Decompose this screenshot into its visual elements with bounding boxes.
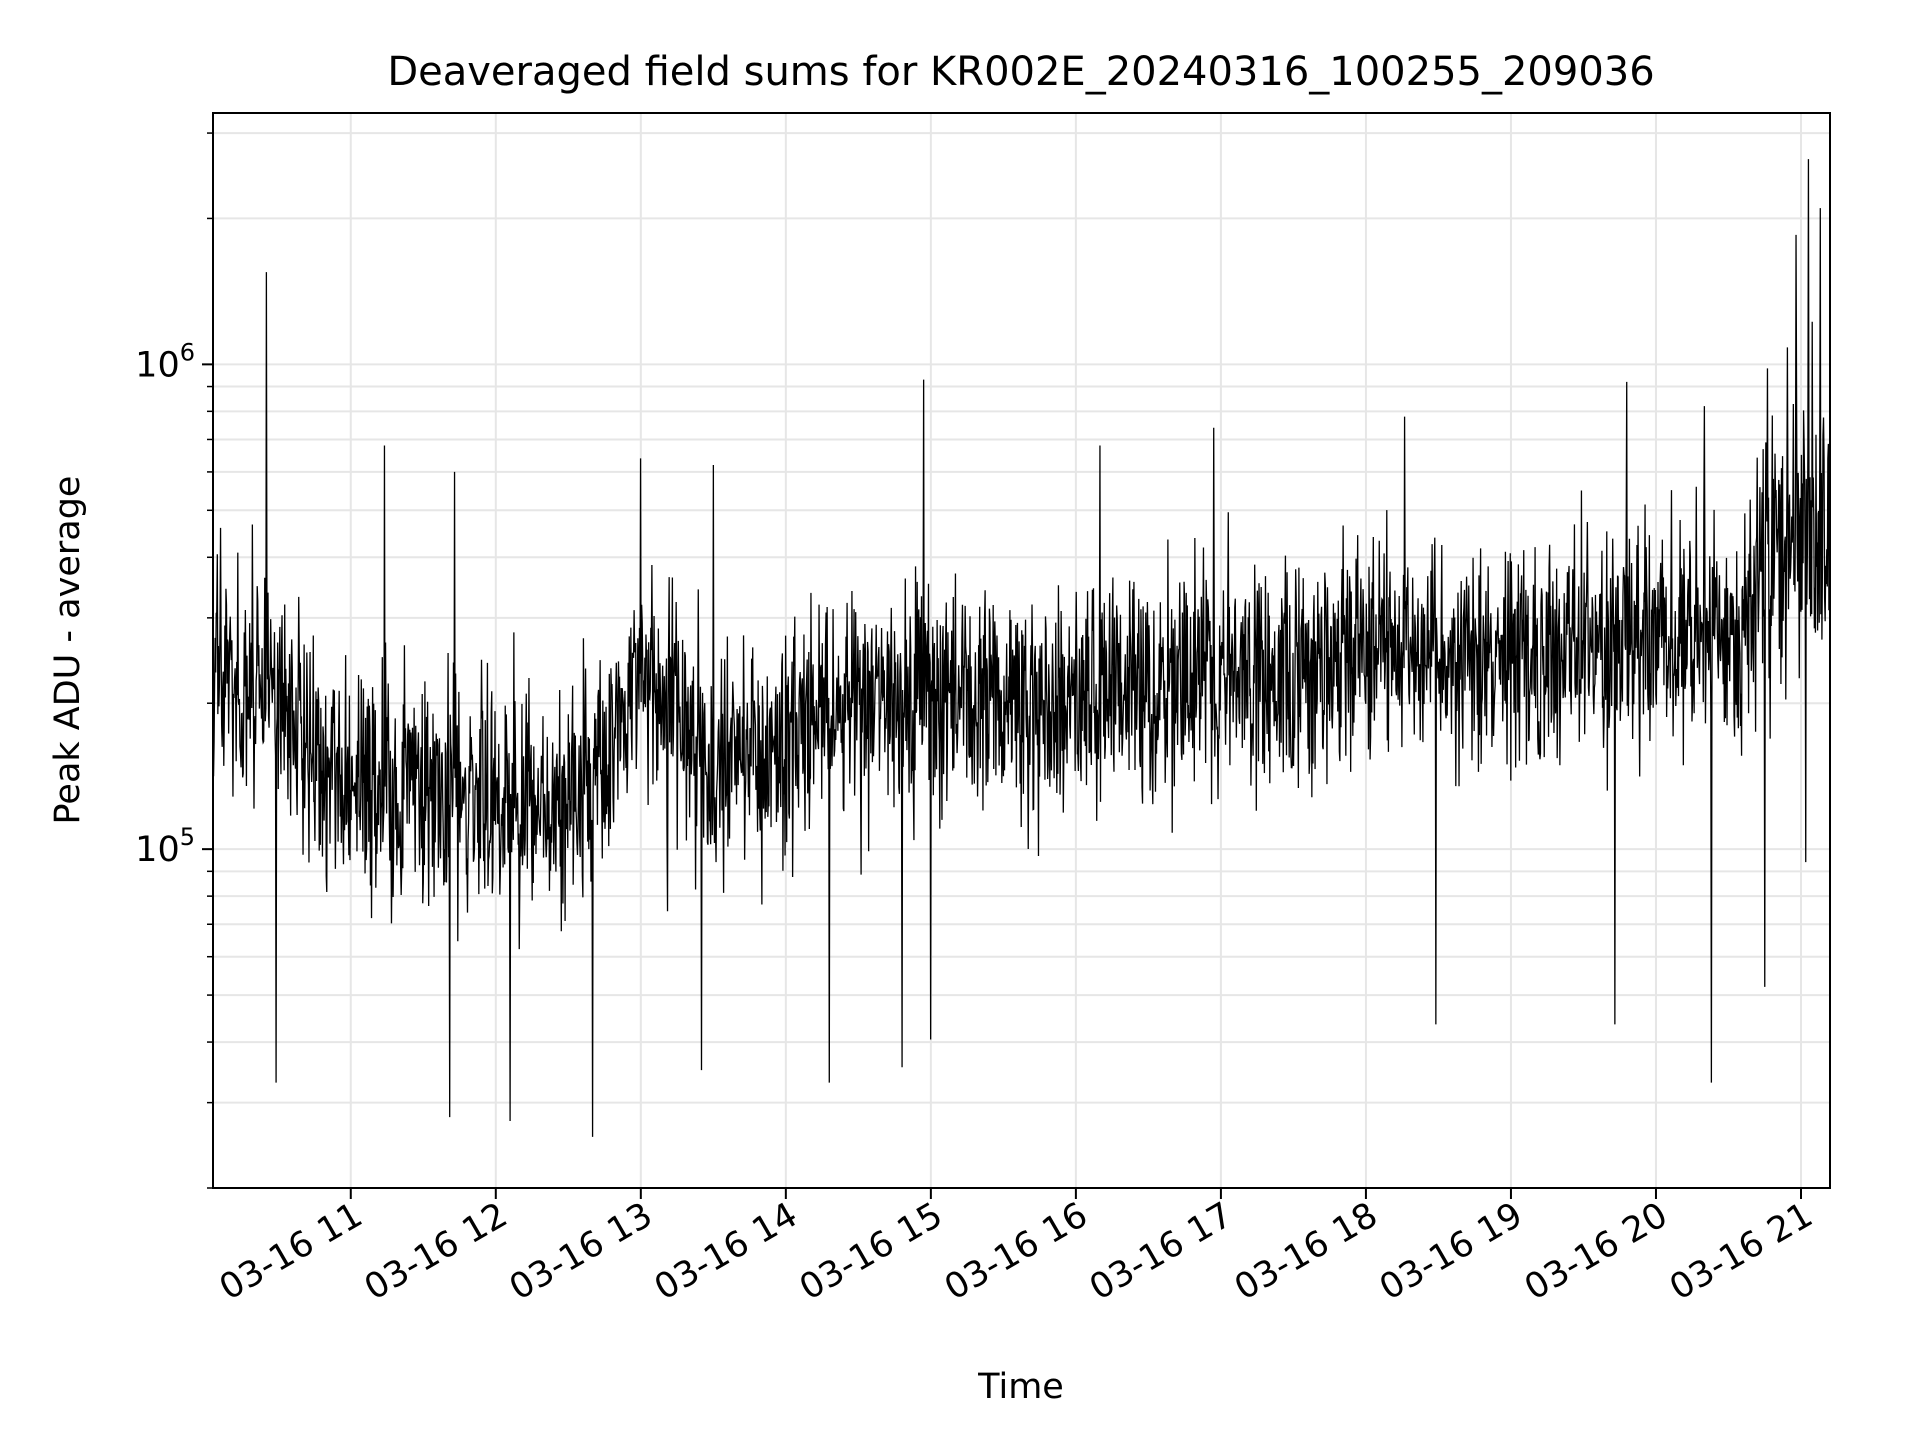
y-tick-label-exponent: 5: [180, 823, 195, 851]
y-tick-label-base: 10: [135, 345, 180, 385]
y-axis-label: Peak ADU - average: [48, 476, 88, 825]
y-tick-label-base: 10: [135, 830, 180, 870]
x-axis-label: Time: [977, 1367, 1064, 1407]
series-layer: [212, 159, 1831, 1137]
axis-ticks: [202, 132, 1802, 1199]
grid-lines: [213, 113, 1830, 1189]
plot-frame: [212, 112, 1831, 1189]
y-tick-label: 105: [135, 823, 195, 870]
y-tick-label-exponent: 6: [180, 338, 195, 366]
chart-title: Deaveraged field sums for KR002E_2024031…: [387, 49, 1654, 95]
series-line: [212, 159, 1831, 1137]
y-tick-label: 106: [135, 338, 195, 385]
